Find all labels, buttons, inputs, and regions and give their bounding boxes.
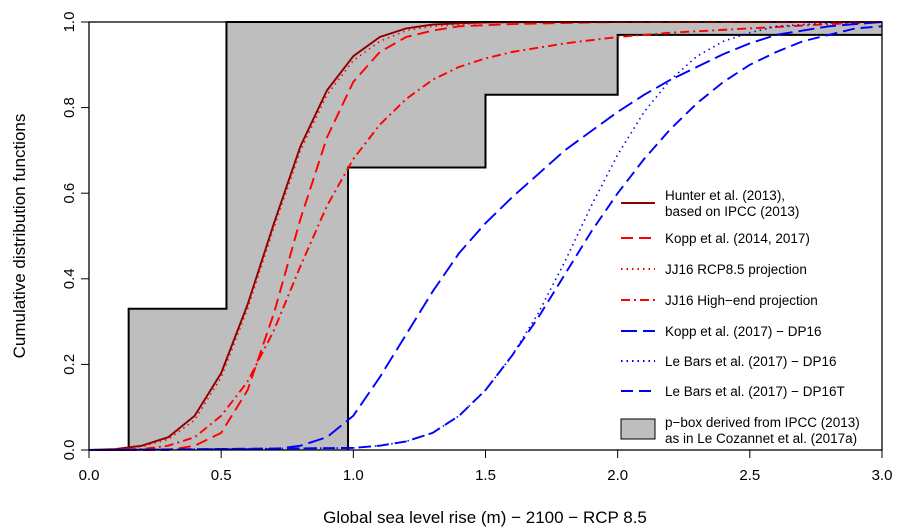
x-axis: 0.0 0.5 1.0 1.5 2.0 2.5 3.0 <box>79 449 893 484</box>
y-tick-label: 0.0 <box>61 440 78 461</box>
x-tick-label: 2.5 <box>739 467 760 484</box>
series-line-kopp-et-al-2017-dp16 <box>88 21 883 451</box>
legend-label: JJ16 High−end projection <box>665 293 818 308</box>
legend-key-pbox <box>620 418 656 440</box>
legend-label: Kopp et al. (2014, 2017) <box>665 231 810 246</box>
series-line-jj16-rcp8-5-projection <box>88 21 882 451</box>
x-tick-label: 0.0 <box>79 467 100 484</box>
y-tick-label: 1.0 <box>61 12 78 33</box>
series-line-kopp-et-al-2014-2017 <box>89 21 882 451</box>
legend-label: based on IPCC (2013) <box>665 204 799 219</box>
legend-label: Le Bars et al. (2017) − DP16 <box>665 354 836 369</box>
y-tick-label: 0.4 <box>61 268 78 289</box>
y-tick-label: 0.8 <box>61 97 78 118</box>
legend: Hunter et al. (2013),based on IPCC (2013… <box>620 188 860 446</box>
y-axis-title: Cumulative distribution functions <box>10 114 29 359</box>
x-axis-title: Global sea level rise (m) − 2100 − RCP 8… <box>323 508 647 527</box>
x-tick-label: 1.5 <box>475 467 496 484</box>
y-axis: 0.0 0.2 0.4 0.6 0.8 1.0 <box>61 12 89 461</box>
x-tick-label: 0.5 <box>211 467 232 484</box>
series-line-le-bars-et-al-2017-dp16t <box>88 25 883 451</box>
legend-label: JJ16 RCP8.5 projection <box>665 262 807 277</box>
legend-label: p−box derived from IPCC (2013) <box>665 415 860 430</box>
x-tick-label: 2.0 <box>607 467 628 484</box>
x-tick-label: 1.0 <box>343 467 364 484</box>
legend-label: Kopp et al. (2017) − DP16 <box>665 324 821 339</box>
y-tick-label: 0.2 <box>61 354 78 375</box>
legend-label: Hunter et al. (2013), <box>665 188 785 203</box>
y-tick-label: 0.6 <box>61 183 78 204</box>
legend-label: Le Bars et al. (2017) − DP16T <box>665 384 845 399</box>
legend-label: as in Le Cozannet et al. (2017a) <box>665 431 857 446</box>
x-tick-label: 3.0 <box>872 467 893 484</box>
series-line-jj16-high-end-projection <box>88 21 883 451</box>
pbox-fill <box>89 22 882 450</box>
